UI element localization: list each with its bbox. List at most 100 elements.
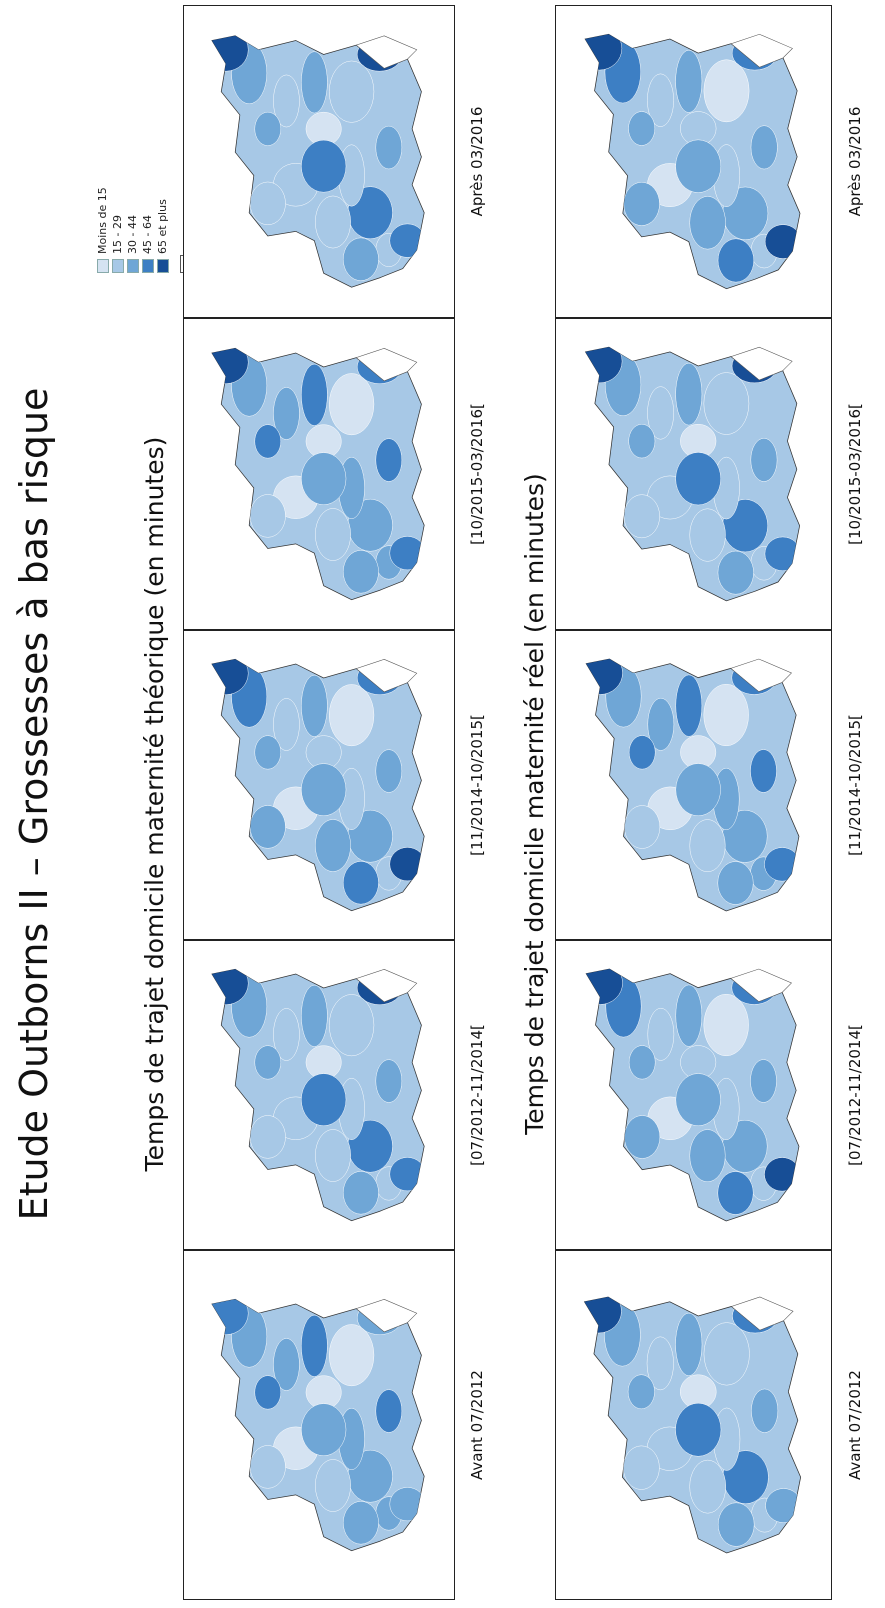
zone: [717, 1502, 755, 1547]
zone: [623, 494, 660, 539]
map-frame: [555, 940, 832, 1250]
zone: [675, 763, 721, 817]
zone: [765, 1488, 801, 1523]
zone: [273, 74, 300, 128]
zone: [624, 805, 661, 849]
zone: [717, 861, 754, 905]
period-label: [11/2014-10/2015[: [468, 714, 486, 856]
zone: [301, 452, 347, 505]
zone: [689, 1459, 726, 1514]
zone: [273, 1338, 300, 1391]
period-label: Avant 07/2012: [846, 1370, 864, 1480]
zone: [628, 735, 656, 770]
zone: [389, 536, 425, 571]
zone: [675, 139, 722, 193]
zone: [342, 1501, 379, 1545]
map-frame: [555, 5, 832, 318]
zone: [375, 125, 403, 170]
period-label: Après 03/2016: [846, 106, 864, 217]
map: [211, 658, 425, 912]
zone: [254, 1375, 282, 1410]
zone: [301, 674, 328, 737]
excluded-zone: [730, 968, 792, 1002]
excluded-zone: [730, 658, 792, 692]
zone: [315, 1459, 351, 1512]
zone: [329, 994, 375, 1057]
map-frame: [555, 318, 832, 630]
zone: [675, 452, 721, 506]
zone: [689, 196, 726, 250]
zone: [586, 659, 623, 695]
excluded-zone: [355, 35, 418, 69]
zone: [586, 969, 623, 1005]
zone: [623, 1445, 660, 1490]
zone: [675, 50, 703, 113]
zone: [329, 1324, 375, 1387]
zone: [647, 73, 674, 127]
zone: [624, 1115, 661, 1159]
zone: [249, 494, 286, 538]
period-label: [11/2014-10/2015[: [846, 714, 864, 856]
zone: [703, 683, 749, 747]
zone: [301, 1314, 328, 1377]
zone: [254, 735, 282, 770]
zone: [315, 819, 351, 872]
zone: [211, 659, 249, 695]
legend-item: 15 - 29: [110, 175, 125, 273]
excluded-zone: [355, 348, 418, 382]
map-frame: [183, 940, 455, 1250]
legend-swatch: [111, 259, 124, 273]
map: [211, 347, 425, 601]
zone: [249, 181, 286, 226]
zone: [375, 1389, 403, 1433]
zone: [329, 373, 375, 436]
zone: [750, 438, 778, 482]
legend-item: 30 - 44: [125, 175, 140, 273]
excluded-zone: [355, 969, 418, 1003]
zone: [689, 819, 726, 873]
zone: [211, 1299, 249, 1335]
zone: [627, 1374, 655, 1410]
zone: [675, 674, 703, 737]
excluded-zone: [355, 1299, 418, 1333]
panel-heading: Temps de trajet domicile maternité théor…: [140, 436, 169, 1172]
map: [211, 968, 425, 1222]
zone: [301, 1403, 347, 1456]
excluded-zone: [730, 1296, 794, 1331]
map-frame: [555, 1250, 832, 1600]
map-frame: [555, 630, 832, 940]
zone: [628, 423, 656, 459]
map: [211, 35, 425, 288]
zone: [764, 224, 800, 259]
zone: [585, 347, 623, 384]
zone: [301, 363, 328, 426]
period-label: [07/2012-11/2014[: [468, 1024, 486, 1166]
zone: [342, 1171, 379, 1215]
zone: [249, 805, 286, 849]
zone: [764, 847, 799, 882]
zone: [646, 1336, 674, 1391]
zone: [315, 1129, 351, 1182]
map: [584, 33, 801, 290]
excluded-zone: [730, 33, 793, 68]
zone: [675, 1073, 721, 1127]
zone: [628, 111, 656, 146]
zone: [647, 1007, 675, 1061]
map-frame: [183, 5, 455, 318]
zone: [273, 1008, 300, 1061]
zone: [717, 1171, 754, 1215]
zone: [751, 1388, 779, 1433]
zone: [703, 372, 750, 435]
zone: [703, 1322, 750, 1386]
map-frame: [183, 630, 455, 940]
zone: [301, 139, 347, 193]
slide-title: Etude Outborns II – Grossesses à bas ris…: [12, 387, 56, 1221]
zone: [717, 238, 755, 283]
map-frame: [183, 1250, 455, 1600]
zone: [389, 223, 425, 258]
map: [585, 658, 800, 912]
period-label: [07/2012-11/2014[: [846, 1024, 864, 1166]
zone: [211, 35, 249, 72]
